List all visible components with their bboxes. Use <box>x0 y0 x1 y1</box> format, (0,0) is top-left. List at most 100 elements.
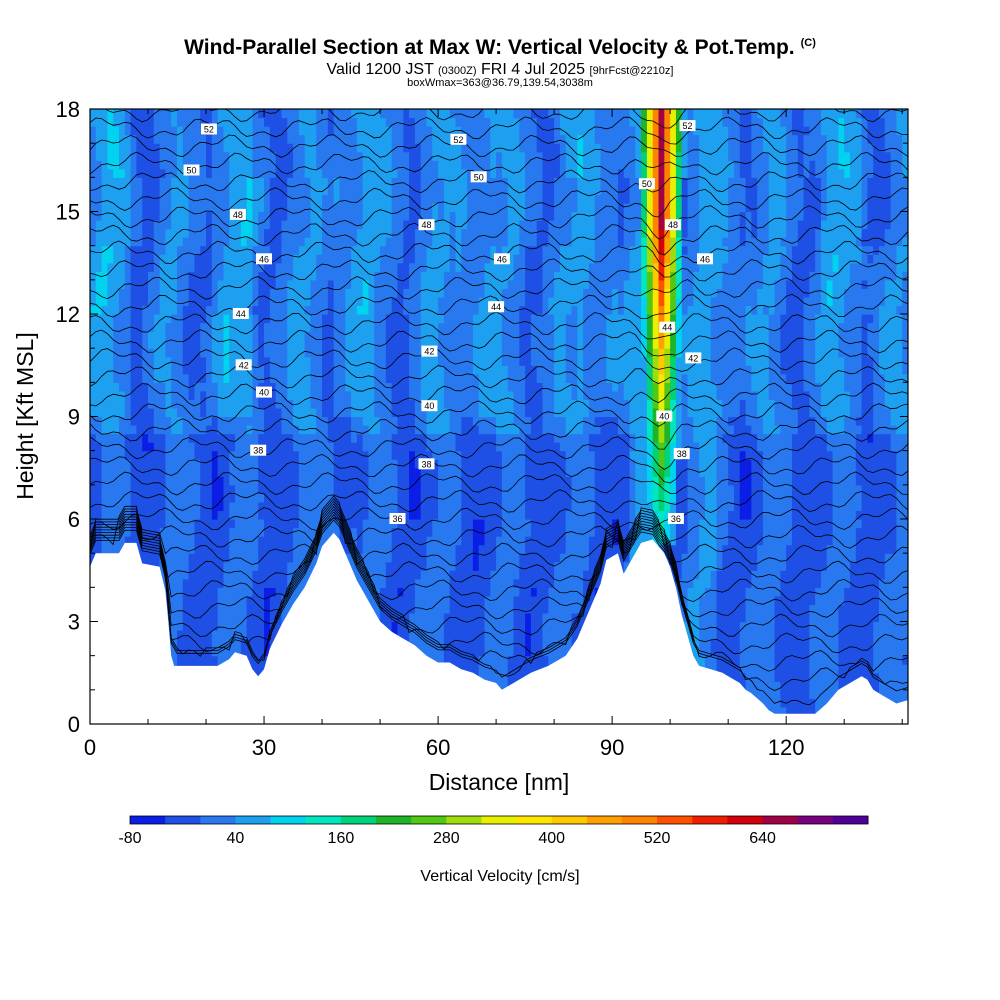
field-cell <box>374 484 381 494</box>
field-cell <box>246 578 254 588</box>
field-cell <box>409 134 416 144</box>
field-cell <box>200 510 207 520</box>
field-cell <box>258 467 265 477</box>
field-cell <box>281 407 288 418</box>
field-cell <box>217 536 225 546</box>
field-cell <box>438 254 445 264</box>
field-cell <box>194 314 201 324</box>
field-cell <box>449 587 457 597</box>
field-cell <box>391 168 399 178</box>
field-cell <box>240 501 248 512</box>
field-cell <box>264 168 271 178</box>
field-cell <box>107 425 114 435</box>
field-cell <box>449 510 457 520</box>
field-cell <box>124 168 132 178</box>
field-cell <box>322 177 329 187</box>
field-cell <box>310 271 317 281</box>
field-cell <box>159 245 167 255</box>
field-cell <box>368 220 375 230</box>
field-cell <box>240 587 248 597</box>
field-cell <box>235 484 242 494</box>
field-cell <box>443 151 451 161</box>
field-cell <box>478 570 486 580</box>
field-cell <box>443 211 451 221</box>
field-cell <box>409 587 416 597</box>
field-cell <box>200 109 207 119</box>
field-cell <box>246 288 254 298</box>
field-cell <box>380 348 387 358</box>
field-cell <box>484 416 491 426</box>
field-cell <box>90 288 97 298</box>
field-cell <box>194 339 201 349</box>
field-cell <box>391 442 399 452</box>
field-cell <box>246 425 254 435</box>
field-cell <box>443 536 451 546</box>
field-cell <box>153 262 161 272</box>
field-cell <box>206 442 213 452</box>
field-cell <box>142 211 149 221</box>
field-cell <box>322 356 329 366</box>
field-cell <box>472 638 480 648</box>
field-cell <box>403 160 410 170</box>
field-cell <box>490 604 497 614</box>
field-cell <box>223 143 230 153</box>
field-cell <box>188 314 196 324</box>
field-cell <box>426 382 433 392</box>
field-cell <box>397 117 404 127</box>
field-cell <box>461 288 468 298</box>
field-cell <box>136 271 143 281</box>
field-cell <box>95 211 103 221</box>
field-cell <box>409 305 416 315</box>
field-cell <box>246 126 254 136</box>
field-cell <box>281 476 288 486</box>
field-cell <box>409 262 416 272</box>
field-cell <box>148 459 155 469</box>
field-cell <box>362 544 370 554</box>
field-cell <box>177 425 184 435</box>
field-cell <box>316 373 323 383</box>
field-cell <box>333 237 341 247</box>
field-cell <box>182 245 190 255</box>
field-cell <box>490 672 497 682</box>
field-cell <box>211 519 219 529</box>
field-cell <box>188 493 196 503</box>
field-cell <box>142 519 149 529</box>
field-cell <box>293 262 300 272</box>
field-cell <box>200 117 207 127</box>
field-cell <box>223 510 230 520</box>
field-cell <box>194 638 201 648</box>
field-cell <box>409 348 416 358</box>
field-cell <box>217 459 225 469</box>
field-cell <box>391 126 399 136</box>
field-cell <box>159 501 167 512</box>
field-cell <box>269 331 277 341</box>
field-cell <box>223 604 230 614</box>
field-cell <box>484 202 491 213</box>
field-cell <box>356 399 364 409</box>
field-cell <box>223 331 230 341</box>
field-cell <box>478 647 486 657</box>
field-cell <box>182 288 190 298</box>
field-cell <box>287 288 294 298</box>
field-cell <box>275 279 283 289</box>
field-cell <box>142 254 149 264</box>
field-cell <box>484 672 491 682</box>
field-cell <box>258 245 265 255</box>
field-cell <box>246 202 254 213</box>
field-cell <box>90 126 97 136</box>
field-cell <box>264 305 271 315</box>
field-cell <box>200 655 207 665</box>
field-cell <box>420 194 428 204</box>
field-cell <box>182 143 190 153</box>
field-cell <box>432 143 439 153</box>
field-cell <box>432 228 439 238</box>
field-cell <box>484 322 491 332</box>
field-cell <box>229 160 236 170</box>
field-cell <box>264 561 271 571</box>
field-cell <box>136 390 143 401</box>
field-cell <box>130 296 138 307</box>
field-cell <box>165 288 172 298</box>
field-cell <box>194 288 201 298</box>
field-cell <box>211 356 219 366</box>
field-cell <box>293 425 300 435</box>
